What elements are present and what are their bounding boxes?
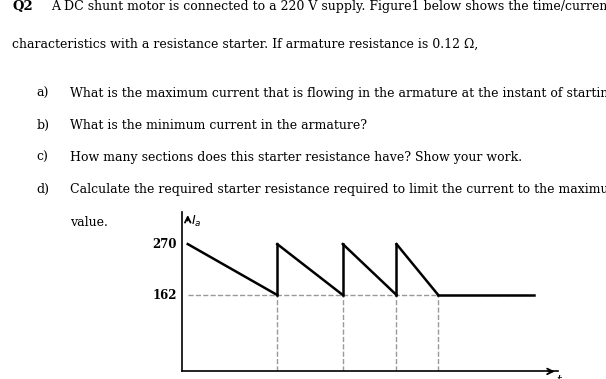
Text: What is the maximum current that is flowing in the armature at the instant of st: What is the maximum current that is flow… [70, 87, 606, 100]
Text: How many sections does this starter resistance have? Show your work.: How many sections does this starter resi… [70, 151, 522, 164]
Text: Q2: Q2 [12, 0, 33, 13]
Text: a): a) [36, 87, 48, 100]
Text: d): d) [36, 183, 49, 196]
Text: 162: 162 [153, 288, 177, 302]
Text: 270: 270 [153, 238, 177, 251]
Text: Calculate the required starter resistance required to limit the current to the m: Calculate the required starter resistanc… [70, 183, 606, 196]
Text: t: t [556, 374, 561, 379]
Text: b): b) [36, 119, 49, 132]
Text: c): c) [36, 151, 48, 164]
Text: characteristics with a resistance starter. If armature resistance is 0.12 Ω,: characteristics with a resistance starte… [12, 38, 478, 51]
Text: $I_a$: $I_a$ [191, 214, 201, 229]
Text: What is the minimum current in the armature?: What is the minimum current in the armat… [70, 119, 367, 132]
Text: A DC shunt motor is connected to a 220 V supply. Figure1 below shows the time/cu: A DC shunt motor is connected to a 220 V… [52, 0, 606, 13]
Text: value.: value. [70, 216, 108, 230]
